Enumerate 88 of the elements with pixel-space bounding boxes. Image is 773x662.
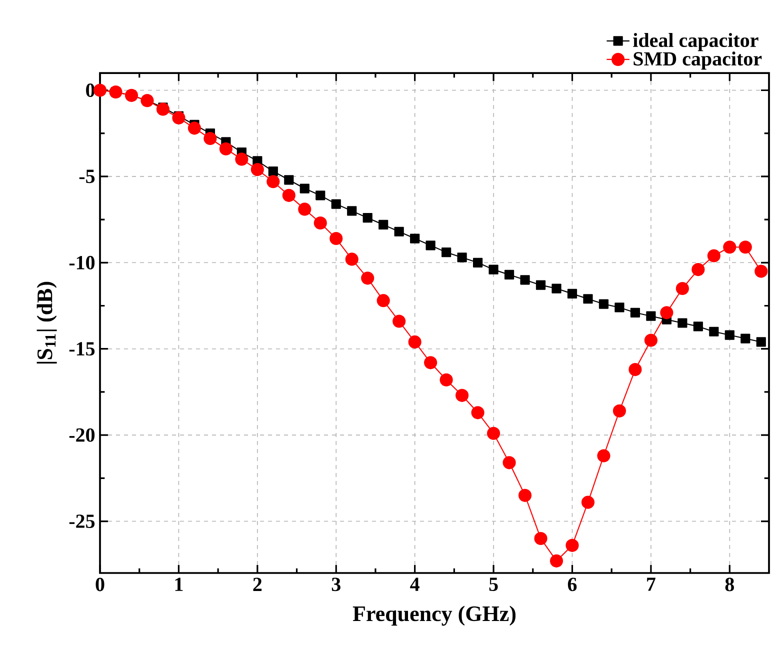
point: [188, 122, 201, 135]
x-tick-label: 7: [647, 578, 656, 591]
point: [724, 330, 734, 340]
point: [567, 288, 578, 298]
point: [266, 175, 280, 188]
point: [472, 258, 483, 268]
point: [709, 326, 719, 336]
y-tick-label: -25: [69, 514, 95, 528]
point: [502, 456, 516, 470]
point: [410, 234, 420, 244]
point: [676, 282, 689, 296]
x-tick-label: 6: [568, 578, 577, 592]
point: [408, 335, 422, 349]
point: [520, 275, 530, 285]
point: [219, 142, 232, 156]
point: [394, 226, 404, 236]
point: [347, 206, 357, 216]
point: [282, 188, 296, 202]
x-axis-title: Frequency (GHz): [352, 606, 516, 626]
point: [660, 306, 674, 320]
x-tick-label: 0: [96, 578, 104, 592]
point: [204, 132, 217, 146]
point: [644, 334, 658, 347]
point: [534, 532, 548, 546]
point: [314, 216, 327, 230]
point: [488, 264, 498, 274]
point: [738, 240, 752, 254]
point: [457, 252, 467, 262]
point: [518, 488, 532, 502]
y-tick-label: -5: [79, 170, 95, 184]
point: [536, 280, 546, 290]
point: [316, 190, 326, 200]
point: [692, 263, 705, 276]
point: [552, 284, 562, 294]
point: [707, 249, 720, 262]
point: [284, 175, 294, 185]
point: [628, 363, 642, 376]
point: [723, 240, 736, 254]
point: [300, 184, 310, 194]
point: [612, 404, 626, 418]
x-tick-label: 3: [332, 578, 340, 592]
point: [376, 294, 390, 308]
point: [598, 299, 609, 309]
point: [392, 314, 406, 328]
point: [581, 496, 595, 509]
point: [550, 554, 564, 568]
point: [442, 248, 452, 258]
point: [614, 302, 624, 312]
point: [345, 252, 358, 266]
point: [456, 388, 469, 402]
point: [678, 318, 688, 328]
point: [331, 199, 341, 209]
point: [693, 322, 703, 332]
point: [378, 220, 388, 230]
x-tick-label: 8: [725, 578, 734, 592]
point: [754, 264, 768, 278]
point: [646, 311, 656, 321]
point: [740, 334, 750, 344]
point: [426, 240, 436, 250]
point: [268, 166, 278, 176]
point: [361, 272, 374, 285]
point: [156, 102, 170, 116]
point: [486, 426, 500, 440]
point: [172, 111, 186, 124]
point: [330, 232, 343, 246]
point: [362, 213, 372, 223]
y-tick-label: -20: [69, 428, 95, 442]
y-axis-title: |S$_{11}$| (dB): [36, 282, 57, 364]
point: [424, 356, 438, 370]
point: [471, 406, 484, 420]
x-tick-label: 5: [489, 578, 498, 591]
point: [597, 449, 610, 462]
point: [583, 294, 593, 304]
x-tick-label: 2: [253, 578, 262, 591]
y-tick-label: -15: [69, 342, 95, 356]
legend-label: ideal capacitor: [633, 32, 758, 52]
point: [250, 163, 264, 176]
y-tick-label: -10: [69, 256, 95, 270]
point: [566, 538, 579, 552]
x-tick-label: 1: [175, 578, 183, 591]
legend-label: SMD capacitor: [634, 52, 762, 70]
x-tick-label: 4: [410, 578, 420, 591]
point: [440, 373, 453, 386]
point: [756, 337, 766, 347]
point: [298, 202, 312, 216]
point: [504, 270, 514, 280]
point: [235, 152, 248, 166]
point: [630, 308, 640, 318]
